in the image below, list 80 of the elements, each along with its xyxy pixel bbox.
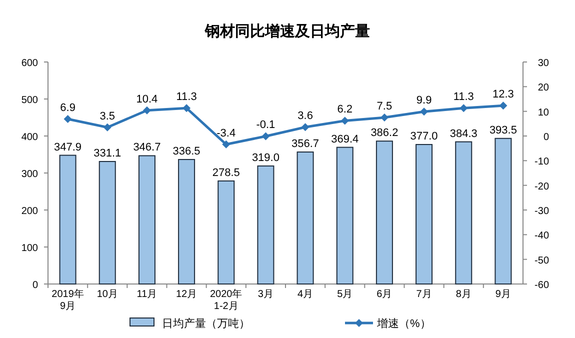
y2-tick-label: -60 (534, 280, 550, 291)
y2-tick-label: 0 (543, 132, 550, 143)
bar (138, 155, 156, 284)
x-tick-label: 12月 (176, 289, 198, 300)
legend-label: 日均产量（万吨） (162, 317, 250, 330)
point (499, 102, 508, 110)
x-tick-label: 5月 (337, 289, 353, 300)
bar (178, 158, 196, 284)
y2-tick-label: -20 (534, 181, 550, 192)
x-tick-label: 4月 (298, 289, 314, 300)
data-label: 3.5 (100, 110, 116, 122)
x-tick-label: 8月 (456, 289, 472, 300)
data-label: 319.0 (252, 152, 280, 164)
data-label: 3.6 (298, 110, 313, 122)
y2-tick-label: -50 (534, 255, 550, 266)
point (64, 114, 72, 123)
y2-tick-label: 10 (538, 107, 550, 118)
y-tick-label: 200 (21, 206, 38, 217)
point (340, 116, 349, 125)
data-label: -0.1 (256, 119, 276, 132)
data-label: 11.3 (176, 91, 197, 104)
bar (59, 154, 76, 284)
data-label: 377.0 (410, 130, 438, 143)
y-tick-label: 400 (21, 132, 38, 143)
y-tick-label: 600 (21, 58, 38, 69)
point (380, 114, 388, 122)
data-label: 393.5 (489, 124, 517, 136)
y2-tick-label: -10 (534, 156, 550, 168)
x-tick-label: 3月 (258, 289, 274, 300)
data-label: 9.9 (416, 94, 432, 107)
data-label: 11.3 (453, 91, 474, 104)
bar (98, 160, 116, 284)
point (301, 123, 310, 132)
data-label: 7.5 (376, 100, 392, 112)
point (420, 108, 428, 116)
data-label: 331.1 (94, 147, 122, 160)
x-tick-label: 9月 (495, 289, 511, 300)
data-label: 384.3 (450, 128, 478, 140)
y2-tick-label: -30 (534, 206, 550, 217)
data-label: 347.9 (54, 141, 82, 154)
y2-tick-label: -40 (534, 230, 550, 242)
data-label: -3.4 (216, 127, 236, 140)
data-label: 10.4 (136, 93, 158, 106)
bar (455, 141, 472, 284)
bar (218, 180, 235, 284)
bar (376, 140, 393, 284)
y2-tick-label: 20 (538, 82, 550, 94)
point (262, 132, 270, 140)
point (222, 140, 230, 148)
data-label: 336.5 (172, 145, 200, 158)
data-label: 356.7 (292, 138, 320, 150)
data-label: 12.3 (492, 88, 514, 101)
x-tick-label: 10月 (96, 289, 118, 300)
x-tick-label: 2019年 9月 (52, 288, 84, 312)
bar (257, 165, 274, 284)
data-label: 278.5 (212, 166, 240, 179)
data-label: 346.7 (133, 142, 161, 154)
x-tick-label: 6月 (376, 289, 392, 300)
y-tick-label: 100 (21, 243, 38, 254)
data-label: 386.2 (370, 127, 398, 140)
y2-tick-label: 30 (538, 58, 550, 69)
bar (416, 144, 433, 284)
bar (336, 146, 354, 284)
point (142, 106, 151, 114)
bar (494, 138, 512, 284)
x-tick-label: 2020年 1-2月 (210, 288, 242, 312)
y-tick-label: 500 (21, 95, 38, 106)
legend-label: 增速（%） (376, 317, 431, 330)
x-tick-label: 11月 (136, 289, 158, 300)
y-tick-label: 300 (21, 169, 38, 180)
bar (296, 152, 314, 284)
point (182, 104, 191, 112)
point (103, 123, 112, 132)
point (460, 104, 468, 112)
chart-title: 钢材同比增速及日均产量 (204, 23, 370, 40)
data-label: 6.2 (337, 104, 353, 116)
data-label: 369.4 (331, 133, 359, 146)
data-label: 6.9 (60, 102, 76, 114)
y-tick-label: 0 (32, 280, 38, 291)
x-tick-label: 7月 (416, 289, 432, 300)
